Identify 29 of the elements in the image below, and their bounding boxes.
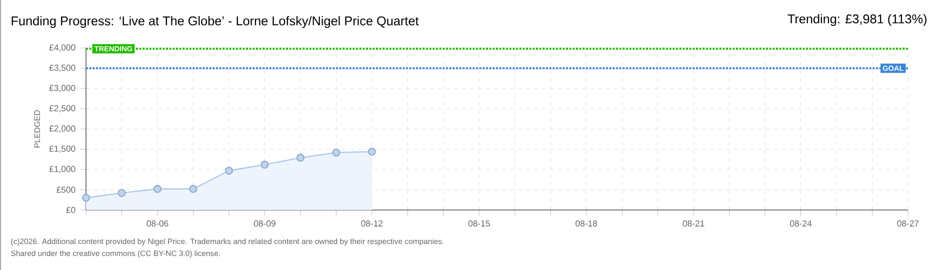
x-tick-label: 08-24: [790, 220, 812, 227]
y-tick-label: £2,500: [49, 105, 76, 112]
point: [260, 160, 269, 169]
chart-subtitle: Trending: £3,981 (113%): [788, 14, 926, 26]
x-tick-label: 08-06: [146, 220, 168, 227]
y-tick-label: £500: [56, 186, 76, 193]
point: [296, 154, 304, 162]
y-axis-title: PLEDGED: [34, 110, 40, 148]
x-tick-label: 08-12: [361, 220, 383, 227]
y-tick-label: £4,000: [49, 44, 76, 52]
point: [368, 148, 376, 156]
y-tick-label: £0: [66, 206, 76, 214]
y-tick-label: £1,500: [49, 146, 76, 153]
point: [332, 148, 340, 156]
x-tick-label: 08-09: [254, 220, 276, 227]
y-tick-label: £2,000: [49, 125, 76, 133]
x-tick-label: 08-27: [897, 220, 919, 227]
point: [224, 166, 233, 175]
y-tick-label: £3,500: [49, 64, 76, 72]
point: [153, 184, 162, 193]
point: [82, 194, 90, 202]
y-tick-label: £1,000: [49, 166, 76, 174]
point: [189, 184, 198, 193]
y-tick-label: £3,000: [49, 84, 76, 92]
chart-title: Funding Progress: ‘Live at The Globe’ - Lorne Lofsky/Nigel Price Quartet: [12, 16, 419, 28]
x-tick-label: 08-15: [468, 220, 490, 227]
x-tick-label: 08-21: [682, 220, 704, 227]
point: [118, 188, 126, 197]
x-tick-label: 08-18: [576, 220, 598, 227]
